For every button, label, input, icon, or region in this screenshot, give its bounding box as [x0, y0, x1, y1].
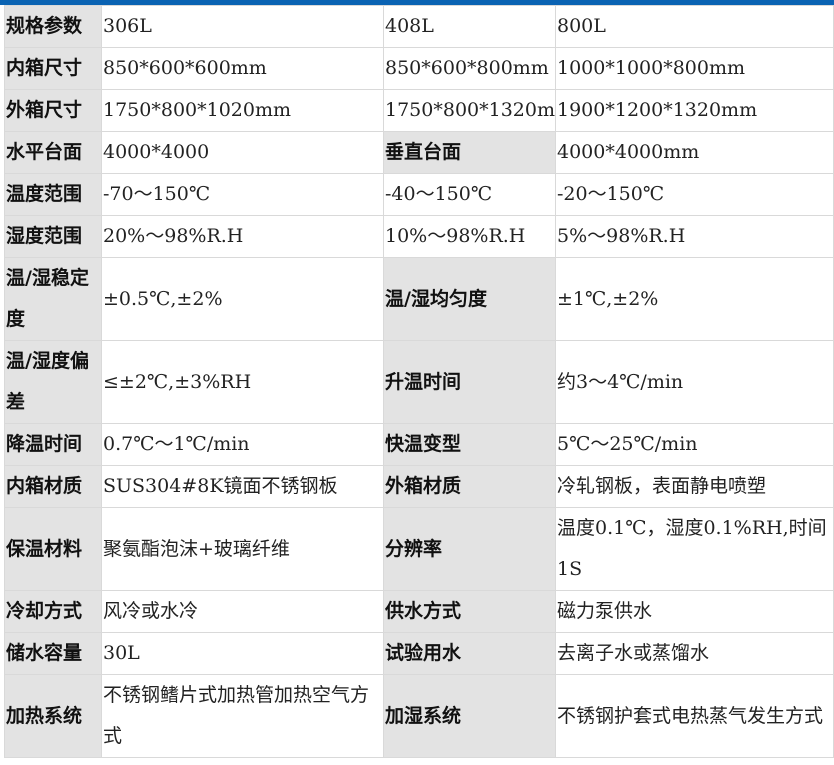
row-value: 风冷或水冷 — [101, 590, 384, 633]
table-row: 温/湿稳定度 ±0.5℃,±2% 温/湿均匀度 ±1℃,±2% — [4, 257, 834, 341]
row-label: 试验用水 — [383, 632, 556, 675]
row-value: 306L — [101, 5, 384, 48]
row-value: 去离子水或蒸馏水 — [555, 632, 834, 675]
row-value: 10%～98%R.H — [383, 215, 556, 258]
row-label: 降温时间 — [4, 423, 102, 466]
table-row: 保温材料 聚氨酯泡沫+玻璃纤维 分辨率 温度0.1℃，湿度0.1%RH,时间1S — [4, 507, 834, 591]
top-accent-bar — [0, 0, 834, 5]
row-label: 供水方式 — [383, 590, 556, 633]
row-value: 30L — [101, 632, 384, 675]
row-value: 4000*4000mm — [555, 131, 834, 174]
row-label: 分辨率 — [383, 507, 556, 591]
row-value: 1000*1000*800mm — [555, 47, 834, 90]
row-value: SUS304#8K镜面不锈钢板 — [101, 465, 384, 508]
row-label: 温/湿度偏差 — [4, 340, 102, 424]
row-value: ≤±2℃,±3%RH — [101, 340, 384, 424]
row-value: 磁力泵供水 — [555, 590, 834, 633]
row-value: 5℃～25℃/min — [555, 423, 834, 466]
table-row: 温度范围 -70～150℃ -40～150℃ -20～150℃ — [4, 173, 834, 216]
row-value: 5%～98%R.H — [555, 215, 834, 258]
row-label: 升温时间 — [383, 340, 556, 424]
row-value: ±0.5℃,±2% — [101, 257, 384, 341]
table-row: 储水容量 30L 试验用水 去离子水或蒸馏水 — [4, 632, 834, 675]
row-value: 不锈钢鳍片式加热管加热空气方式 — [101, 674, 384, 758]
row-label: 储水容量 — [4, 632, 102, 675]
table-row: 湿度范围 20%～98%R.H 10%～98%R.H 5%～98%R.H — [4, 215, 834, 258]
row-value: 4000*4000 — [101, 131, 384, 174]
row-value: 1750*800*1020mm — [101, 89, 384, 132]
table-row: 内箱尺寸 850*600*600mm 850*600*800mm 1000*1000*… — [4, 47, 834, 90]
table-row: 内箱材质 SUS304#8K镜面不锈钢板 外箱材质 冷轧钢板，表面静电喷塑 — [4, 465, 834, 508]
table-row: 水平台面 4000*4000 垂直台面 4000*4000mm — [4, 131, 834, 174]
row-label: 加湿系统 — [383, 674, 556, 758]
row-label: 冷却方式 — [4, 590, 102, 633]
spec-table: 规格参数 306L 408L 800L 内箱尺寸 850*600*600mm 850*600… — [4, 5, 834, 758]
row-value: ±1℃,±2% — [555, 257, 834, 341]
row-label: 加热系统 — [4, 674, 102, 758]
row-value: 冷轧钢板，表面静电喷塑 — [555, 465, 834, 508]
row-label: 外箱材质 — [383, 465, 556, 508]
row-value: 850*600*600mm — [101, 47, 384, 90]
row-value: 温度0.1℃，湿度0.1%RH,时间1S — [555, 507, 834, 591]
table-row: 冷却方式 风冷或水冷 供水方式 磁力泵供水 — [4, 590, 834, 633]
row-label: 内箱尺寸 — [4, 47, 102, 90]
row-label: 温度范围 — [4, 173, 102, 216]
row-value: -70～150℃ — [101, 173, 384, 216]
row-value: 1750*800*1320mm — [383, 89, 556, 132]
row-label: 湿度范围 — [4, 215, 102, 258]
table-row: 规格参数 306L 408L 800L — [4, 5, 834, 48]
table-row: 温/湿度偏差 ≤±2℃,±3%RH 升温时间 约3～4℃/min — [4, 340, 834, 424]
row-value: 800L — [555, 5, 834, 48]
row-label: 保温材料 — [4, 507, 102, 591]
row-value: 聚氨酯泡沫+玻璃纤维 — [101, 507, 384, 591]
row-label: 水平台面 — [4, 131, 102, 174]
row-label: 内箱材质 — [4, 465, 102, 508]
row-label: 规格参数 — [4, 5, 102, 48]
row-label: 温/湿稳定度 — [4, 257, 102, 341]
row-value: 408L — [383, 5, 556, 48]
row-value: -40～150℃ — [383, 173, 556, 216]
row-label: 外箱尺寸 — [4, 89, 102, 132]
row-value: 约3～4℃/min — [555, 340, 834, 424]
row-value: 850*600*800mm — [383, 47, 556, 90]
row-label: 温/湿均匀度 — [383, 257, 556, 341]
row-value: 0.7℃～1℃/min — [101, 423, 384, 466]
row-label: 垂直台面 — [383, 131, 556, 174]
table-row: 降温时间 0.7℃～1℃/min 快温变型 5℃～25℃/min — [4, 423, 834, 466]
row-value: 1900*1200*1320mm — [555, 89, 834, 132]
table-row: 外箱尺寸 1750*800*1020mm 1750*800*1320mm 1900*1… — [4, 89, 834, 132]
row-value: 20%～98%R.H — [101, 215, 384, 258]
row-label: 快温变型 — [383, 423, 556, 466]
row-value: 不锈钢护套式电热蒸气发生方式 — [555, 674, 834, 758]
table-row: 加热系统 不锈钢鳍片式加热管加热空气方式 加湿系统 不锈钢护套式电热蒸气发生方式 — [4, 674, 834, 758]
row-value: -20～150℃ — [555, 173, 834, 216]
